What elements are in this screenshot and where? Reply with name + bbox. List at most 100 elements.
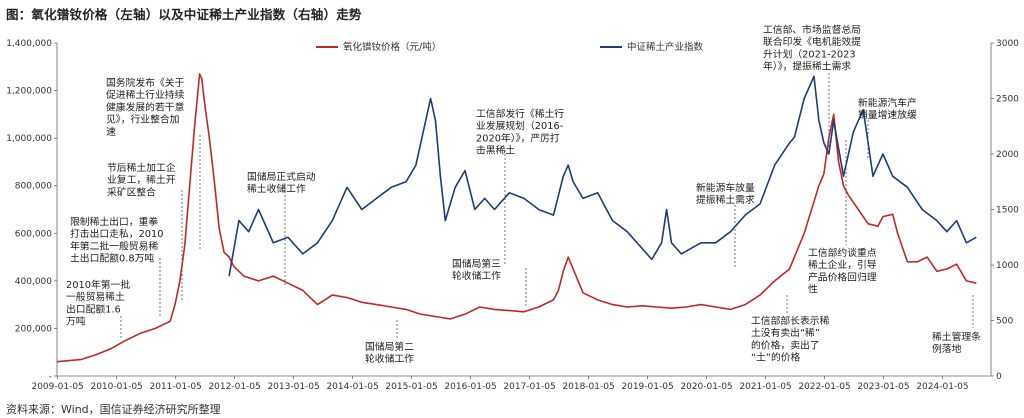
annotation-line: 联合印发《电机能效提 [763,35,861,48]
annotation-line: 新能源汽车产 [858,96,917,109]
series-lines [56,73,977,363]
x-tick-label: 2021-01-05 [739,382,791,392]
annotation-line: 健康发展的若干意 [106,100,185,113]
x-tick-label: 2017-01-05 [503,382,555,392]
annotation-line: 提振稀土需求 [696,193,755,206]
annotation-line: 业复工，稀土开 [107,173,176,186]
annotation-line: 速 [106,126,116,138]
annotation-line: 例落地 [932,342,962,355]
right-y-tick-label: 500 [996,317,1013,327]
annotation-line: 年）》，提振稀土需求 [763,60,851,73]
annotation-line: 节后稀土加工企 [107,161,176,174]
annotation-line: 工信部约谈重点 [808,246,877,259]
source-note: 资料来源：Wind，国信证券经济研究所整理 [6,403,221,416]
annotation-line: 国储局第三 [452,257,501,270]
page-title: 图：氧化镨钕价格（左轴）以及中证稀土产业指数（右轴）走势 [6,7,362,22]
series-line-price [56,73,977,363]
left-y-tick-label: - [49,372,52,382]
annotation-line: 轮收储工作 [452,269,501,282]
right-y-tick-label: 0 [996,372,1002,382]
x-tick-label: 2018-01-05 [562,382,614,392]
x-tick-label: 2019-01-05 [621,382,673,392]
annotation-line: 的价格，卖出了 [751,338,820,351]
x-tick-label: 2010-01-05 [90,382,142,392]
annotation-line: 2010年第一批 [66,278,130,291]
right-y-axis-ticks: 0 500 1000 1500 2000 2500 3000 [991,39,1019,382]
annotation-line: 国务院发布《关于 [106,76,185,89]
annotation-line: 见》，行业整合加 [106,113,179,126]
annotation-line: 性 [808,283,818,296]
left-y-tick-label: 600,000 [15,229,52,239]
x-tick-label: 2014-01-05 [326,382,378,392]
x-axis-ticks: 2009-01-05 2010-01-05 2011-01-05 2012-01-05… [31,376,969,392]
annotation-line: 年第二批一般贸易稀 [70,239,158,252]
annotation-line: 工信部发行《稀土行 [476,107,564,120]
left-y-tick-label: 1,000,000 [6,134,52,144]
x-tick-label: 2011-01-05 [149,382,201,392]
right-y-tick-label: 2500 [996,95,1019,105]
right-y-tick-label: 1000 [996,261,1019,271]
left-y-axis-ticks: - 200,000 400,000 600,000 800,000 1,000,000 1,… [6,39,57,382]
annotation-line: 采矿区整合 [107,185,156,198]
x-tick-label: 2012-01-05 [208,382,260,392]
series-line-index [228,75,977,277]
left-y-tick-label: 1,400,000 [6,39,52,49]
right-y-tick-label: 3000 [996,39,1019,49]
annotation-11: 工信部、市场监督总局联合印发《电机能效提升计划（2021-2023年）》，提振稀… [763,23,861,73]
left-y-tick-label: 800,000 [15,182,52,192]
annotation-line: “土”的价格 [751,351,801,364]
x-tick-label: 2023-01-05 [857,382,909,392]
legend: 氧化镨钕价格（元/吨） 中证稀土产业指数 [316,41,704,53]
left-y-tick-label: 400,000 [15,277,52,287]
right-y-tick-label: 2000 [996,150,1019,160]
annotation-line: 出口配额1.6 [66,302,121,315]
left-y-tick-label: 1,200,000 [6,87,52,97]
annotation-line: 万吨 [66,315,86,328]
x-tick-label: 2016-01-05 [444,382,496,392]
right-y-tick-label: 1500 [996,206,1019,216]
annotation-line: 产品价格回归理 [808,270,877,283]
annotation-line: 打击出口走私，2010 [70,227,164,240]
left-y-tick-label: 200,000 [15,324,52,334]
x-tick-label: 2020-01-05 [680,382,732,392]
x-tick-label: 2013-01-05 [267,382,319,392]
legend-label-index: 中证稀土产业指数 [627,41,704,53]
annotation-line: 稀土企业，引导 [808,258,877,271]
annotation-line: 工信部、市场监督总局 [763,23,861,36]
annotation-line: 业发展规划（2016- [476,119,564,132]
annotation-line: 工信部部长表示稀 [751,314,830,327]
x-tick-label: 2015-01-05 [385,382,437,392]
annotation-line: 2020年）》，严厉打 [476,131,560,144]
annotation-line: 限制稀土出口，重拳 [70,215,158,228]
legend-label-price: 氧化镨钕价格（元/吨） [343,41,441,53]
annotation-line: 销量增速放缓 [858,108,917,121]
x-tick-label: 2022-01-05 [798,382,850,392]
annotation-line: 土出口配额0.8万吨 [70,252,154,265]
annotation-line: 新能源车放量 [696,181,755,194]
annotation-line: 国储局第二 [365,340,414,353]
annotation-line: 轮收储工作 [365,352,414,365]
x-tick-label: 2024-01-05 [916,382,968,392]
annotation-line: 国储局正式启动 [247,170,316,183]
annotation-line: 升计划（2021-2023 [763,47,856,60]
annotation-line: 土没有卖出“稀” [751,326,820,339]
annotation-line: 稀土管理条 [932,330,981,343]
annotation-line: 一般贸易稀土 [66,290,125,303]
annotation-leaders [120,73,974,340]
x-tick-label: 2009-01-05 [31,382,83,392]
